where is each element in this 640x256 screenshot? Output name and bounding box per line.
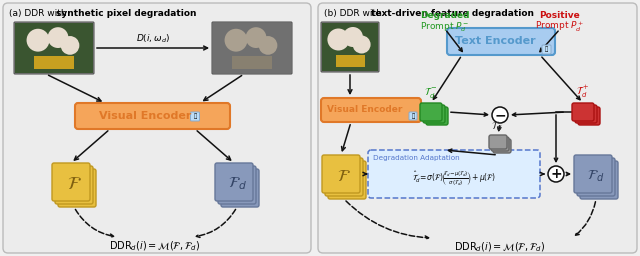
Circle shape — [548, 166, 564, 182]
Text: (a) DDR with: (a) DDR with — [9, 9, 70, 18]
Bar — [335, 55, 365, 67]
Text: $\mathrm{DDR}_d(i) = \mathcal{M}(\mathcal{F}, \mathcal{F}_d)$: $\mathrm{DDR}_d(i) = \mathcal{M}(\mathca… — [109, 239, 201, 253]
FancyBboxPatch shape — [368, 150, 540, 198]
Text: $\mathrm{DDR}_d(i) = \mathcal{M}(\mathcal{F}, \mathcal{F}_d)$: $\mathrm{DDR}_d(i) = \mathcal{M}(\mathca… — [454, 240, 546, 254]
Text: $\mathcal{F}_d$: $\mathcal{F}_d$ — [588, 168, 605, 184]
Circle shape — [27, 29, 49, 52]
Text: $\mathcal{F}$: $\mathcal{F}$ — [67, 175, 81, 193]
Bar — [34, 56, 74, 69]
Bar — [232, 56, 272, 69]
Text: synthetic pixel degradation: synthetic pixel degradation — [56, 9, 196, 18]
Text: 🧊: 🧊 — [412, 113, 415, 119]
FancyBboxPatch shape — [572, 103, 594, 121]
Text: $\mathcal{F}_d$: $\mathcal{F}_d$ — [228, 176, 246, 192]
FancyBboxPatch shape — [14, 22, 94, 74]
FancyBboxPatch shape — [328, 161, 366, 199]
Text: 🧊: 🧊 — [193, 114, 196, 119]
FancyBboxPatch shape — [212, 22, 292, 74]
FancyBboxPatch shape — [447, 28, 555, 55]
Text: (b) DDR with: (b) DDR with — [324, 9, 385, 18]
Bar — [213, 23, 291, 73]
Text: $\mathcal{F}$: $\mathcal{F}$ — [337, 167, 351, 185]
FancyBboxPatch shape — [489, 135, 507, 149]
Circle shape — [492, 107, 508, 123]
FancyBboxPatch shape — [215, 163, 253, 201]
FancyBboxPatch shape — [52, 163, 90, 201]
FancyBboxPatch shape — [574, 155, 612, 193]
FancyBboxPatch shape — [542, 45, 551, 54]
FancyBboxPatch shape — [75, 103, 230, 129]
Text: Positive: Positive — [540, 11, 580, 20]
Text: text-driven feature degradation: text-driven feature degradation — [371, 9, 534, 18]
Text: $\mathcal{T}_d$: $\mathcal{T}_d$ — [492, 119, 502, 133]
FancyBboxPatch shape — [3, 3, 311, 253]
Bar — [322, 23, 378, 71]
Text: +: + — [550, 167, 562, 181]
FancyBboxPatch shape — [491, 137, 509, 151]
Text: $\mathcal{T}_d^+$: $\mathcal{T}_d^+$ — [577, 84, 589, 100]
FancyBboxPatch shape — [575, 105, 597, 123]
Text: −: − — [494, 108, 506, 122]
Text: Degraded: Degraded — [420, 11, 470, 20]
Text: Visual Encoder: Visual Encoder — [99, 111, 192, 121]
Bar — [15, 23, 93, 73]
FancyBboxPatch shape — [423, 105, 445, 123]
FancyBboxPatch shape — [58, 169, 96, 207]
Text: $\mathcal{T}_d^-$: $\mathcal{T}_d^-$ — [424, 85, 438, 100]
FancyBboxPatch shape — [221, 169, 259, 207]
FancyBboxPatch shape — [409, 112, 417, 120]
Text: $D(i,\omega_d)$: $D(i,\omega_d)$ — [136, 33, 170, 45]
Circle shape — [353, 36, 371, 54]
FancyBboxPatch shape — [322, 155, 360, 193]
FancyBboxPatch shape — [218, 166, 256, 204]
FancyBboxPatch shape — [493, 139, 511, 153]
Text: Prompt $P_d^+$: Prompt $P_d^+$ — [535, 20, 585, 34]
FancyBboxPatch shape — [420, 103, 442, 121]
Circle shape — [343, 27, 363, 47]
Text: $\hat{\mathcal{T}}_d\!=\!\sigma(\mathcal{F})\!\left(\!\frac{\mathcal{T}_d\!-\!\m: $\hat{\mathcal{T}}_d\!=\!\sigma(\mathcal… — [412, 170, 496, 188]
Circle shape — [225, 29, 248, 52]
Text: Degradation Adaptation: Degradation Adaptation — [373, 155, 460, 161]
Text: 🧊: 🧊 — [545, 47, 548, 52]
Circle shape — [47, 27, 68, 48]
FancyBboxPatch shape — [55, 166, 93, 204]
FancyBboxPatch shape — [321, 22, 379, 72]
FancyBboxPatch shape — [318, 3, 637, 253]
Circle shape — [246, 27, 266, 48]
FancyBboxPatch shape — [577, 158, 615, 196]
FancyBboxPatch shape — [426, 107, 448, 125]
Circle shape — [328, 28, 349, 50]
FancyBboxPatch shape — [321, 98, 421, 122]
Text: Visual Encoder: Visual Encoder — [327, 105, 403, 114]
FancyBboxPatch shape — [191, 112, 200, 121]
FancyBboxPatch shape — [580, 161, 618, 199]
Text: Text Encoder: Text Encoder — [454, 37, 535, 47]
FancyBboxPatch shape — [325, 158, 363, 196]
FancyBboxPatch shape — [578, 107, 600, 125]
Circle shape — [61, 36, 79, 55]
Circle shape — [259, 36, 277, 55]
Text: Prompt $P_d^-$: Prompt $P_d^-$ — [420, 20, 470, 34]
